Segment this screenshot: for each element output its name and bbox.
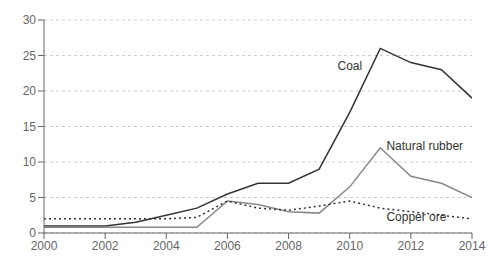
- svg-text:15: 15: [23, 120, 37, 134]
- svg-text:20: 20: [23, 84, 37, 98]
- svg-text:2004: 2004: [153, 239, 180, 253]
- svg-text:2002: 2002: [92, 239, 119, 253]
- svg-text:5: 5: [29, 191, 36, 205]
- svg-text:2000: 2000: [31, 239, 58, 253]
- svg-text:Natural rubber: Natural rubber: [386, 139, 463, 153]
- svg-text:Coal: Coal: [337, 59, 362, 73]
- svg-text:2014: 2014: [459, 239, 486, 253]
- svg-text:25: 25: [23, 49, 37, 63]
- svg-text:Copper ore: Copper ore: [386, 210, 446, 224]
- svg-text:2008: 2008: [275, 239, 302, 253]
- svg-text:2012: 2012: [398, 239, 425, 253]
- svg-text:0: 0: [29, 226, 36, 240]
- svg-text:2006: 2006: [214, 239, 241, 253]
- svg-text:10: 10: [23, 155, 37, 169]
- svg-text:2010: 2010: [336, 239, 363, 253]
- svg-text:30: 30: [23, 13, 37, 27]
